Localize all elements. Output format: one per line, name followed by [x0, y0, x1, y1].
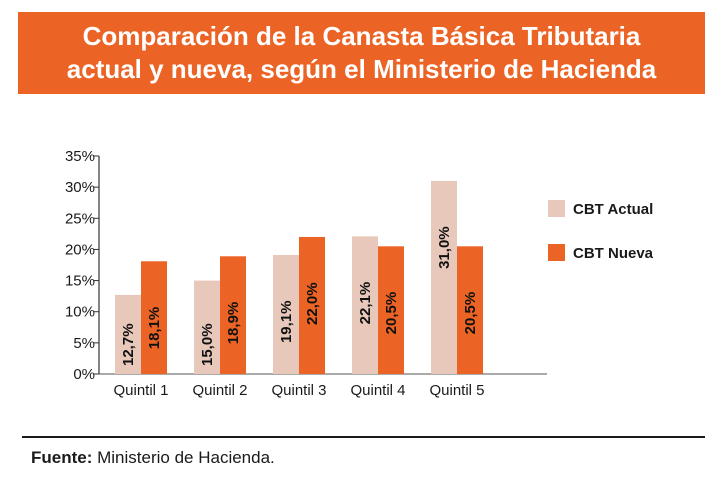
x-category-label: Quintil 1 [113, 382, 168, 399]
y-tick-label: 0% [73, 366, 95, 383]
bar-value-label: 20,5% [383, 292, 400, 335]
bar-cbt-nueva [299, 236, 325, 374]
bar-cbt-actual [273, 255, 299, 374]
bar-cbt-nueva [220, 256, 246, 374]
bar-cbt-nueva [141, 261, 167, 374]
title-banner: Comparación de la Canasta Básica Tributa… [18, 12, 705, 94]
bar-value-label: 22,1% [357, 282, 374, 325]
bar-value-label: 12,7% [120, 323, 137, 366]
bar-cbt-actual [194, 280, 220, 374]
bar-value-label: 15,0% [199, 323, 216, 366]
bar-value-label: 19,1% [278, 300, 295, 343]
legend-label: CBT Nueva [573, 245, 654, 262]
legend-swatch-actual [548, 200, 565, 217]
source-text: Ministerio de Hacienda. [92, 448, 275, 467]
bar-value-label: 22,0% [304, 282, 321, 325]
bar-cbt-actual [115, 294, 141, 374]
source-label: Fuente: [31, 448, 93, 467]
y-tick-label: 35% [65, 148, 95, 165]
y-tick-label: 25% [65, 210, 95, 227]
legend-label: CBT Actual [573, 201, 653, 218]
bar-cbt-actual [431, 180, 457, 374]
x-category-label: Quintil 4 [350, 382, 405, 399]
bar-value-label: 31,0% [436, 226, 453, 269]
x-category-label: Quintil 3 [271, 382, 326, 399]
bar-value-label: 18,9% [225, 302, 242, 345]
divider [22, 436, 705, 438]
chart-title-line-1: Comparación de la Canasta Básica Tributa… [82, 21, 641, 51]
bar-cbt-nueva [378, 246, 404, 374]
bar-value-label: 18,1% [146, 307, 163, 350]
source-note: Fuente: Ministerio de Hacienda. [31, 448, 275, 468]
y-tick-label: 30% [65, 179, 95, 196]
bar-chart: 0% 5% 10% 15% 20% 25% 30% 35% 12,7% 18,1% Quintil … [65, 148, 654, 399]
bar-cbt-actual [352, 236, 378, 374]
chart-title-line-2: actual y nueva, según el Ministerio de H… [66, 54, 657, 84]
x-category-label: Quintil 2 [192, 382, 247, 399]
y-tick-label: 5% [73, 335, 95, 352]
bar-cbt-nueva [457, 246, 483, 374]
bar-value-label: 20,5% [462, 292, 479, 335]
x-category-label: Quintil 5 [429, 382, 484, 399]
y-tick-label: 20% [65, 241, 95, 258]
y-tick-label: 10% [65, 304, 95, 321]
y-tick-label: 15% [65, 273, 95, 290]
legend-swatch-nueva [548, 244, 565, 261]
